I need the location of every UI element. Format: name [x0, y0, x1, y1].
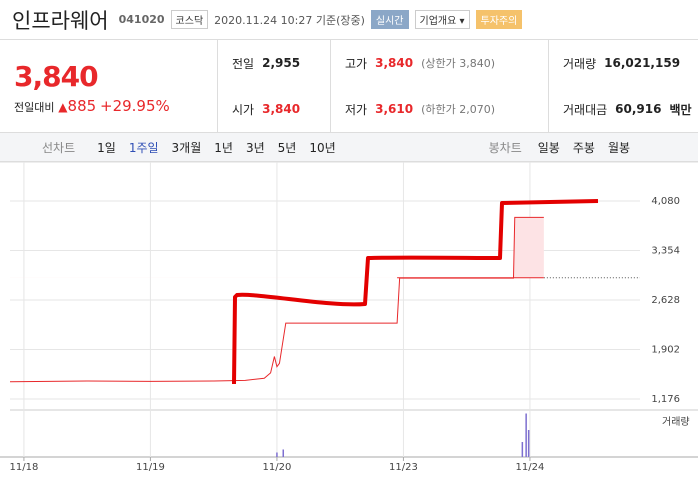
candle-tab[interactable]: 일봉	[537, 140, 560, 155]
price-panel: 3,840 전일대비 ▲885 +29.95% 전일 2,955 고가 3,840 (상…	[0, 40, 698, 133]
chart: 1,176 1,902 2,628 3,354 4,080 11/18 11/19 11/20…	[0, 161, 698, 473]
current-price: 3,840	[14, 60, 99, 93]
stat-value: 3,840	[262, 102, 301, 116]
up-arrow: ▲	[54, 100, 68, 114]
period-tab[interactable]: 3개월	[171, 140, 202, 155]
stat-label: 고가	[345, 56, 368, 71]
period-tab[interactable]: 5년	[277, 140, 297, 155]
market-badge: 코스닥	[170, 10, 209, 29]
period-tab[interactable]: 1주일	[128, 140, 159, 155]
header: 인프라웨어 041020 코스닥 2020.11.24 10:27 기준(장중)…	[0, 0, 698, 40]
stat-cell: 저가 3,610 (하한가 2,070)	[330, 86, 548, 132]
stat-note: (상한가 3,840)	[421, 57, 495, 70]
volume-bar	[521, 442, 524, 457]
stat-note: (하한가 2,070)	[421, 103, 495, 116]
volume-bar	[527, 430, 530, 457]
change-row: 전일대비 ▲885 +29.95%	[14, 97, 217, 115]
x-tick-label: 11/24	[516, 462, 545, 473]
y-tick-label: 1,176	[651, 394, 680, 405]
stat-label: 저가	[345, 102, 368, 117]
volume-label: 거래량	[662, 416, 690, 428]
period-tabs: 선차트 1일 1주일 3개월 1년 3년 5년 10년 봉차트 일봉 주봉 월봉	[0, 133, 698, 162]
x-tick-label: 11/20	[263, 462, 292, 473]
period-tab[interactable]: 3년	[245, 140, 265, 155]
annotation-stroke	[232, 199, 599, 385]
candle-tab[interactable]: 월봉	[607, 140, 631, 155]
line-chart-label: 선차트	[42, 140, 76, 155]
stat-value: 3,840	[375, 56, 414, 70]
stat-cell: 거래량 16,021,159	[548, 40, 698, 86]
timestamp: 2020.11.24 10:27 기준(장중)	[214, 13, 365, 27]
stat-label: 시가	[232, 102, 255, 117]
period-tab[interactable]: 1년	[214, 140, 233, 155]
price-box: 3,840 전일대비 ▲885 +29.95%	[0, 40, 218, 132]
stat-value: 3,610	[375, 102, 414, 116]
change: 885	[67, 97, 97, 115]
period-tab[interactable]: 10년	[309, 140, 336, 155]
change-rate: +29.95%	[100, 97, 170, 115]
stat-value: 16,021,159	[604, 56, 681, 70]
price-line	[9, 216, 544, 383]
candle-tab[interactable]: 주봉	[572, 140, 595, 155]
stat-label: 거래대금	[563, 102, 608, 117]
stats-grid: 전일 2,955 고가 3,840 (상한가 3,840) 거래량 16,021,159 시가…	[218, 40, 698, 132]
y-tick-label: 4,080	[651, 196, 680, 207]
stat-cell: 고가 3,840 (상한가 3,840)	[330, 40, 548, 86]
y-tick-label: 1,902	[651, 345, 680, 356]
realtime-badge[interactable]: 실시간	[370, 10, 409, 29]
warning-badge: 투자주의	[475, 10, 523, 29]
stat-cell: 시가 3,840	[218, 86, 330, 132]
change-label: 전일대비	[14, 101, 55, 114]
stat-label: 전일	[232, 56, 255, 71]
period-tab[interactable]: 1일	[97, 140, 116, 155]
volume-bar	[282, 449, 285, 457]
candle-chart-label: 봉차트	[488, 140, 522, 155]
stat-value: 2,955	[262, 56, 301, 70]
stat-unit: 백만	[669, 102, 692, 117]
stat-label: 거래량	[563, 56, 597, 71]
y-tick-label: 2,628	[651, 295, 680, 306]
y-tick-label: 3,354	[651, 246, 680, 257]
stat-value: 60,916	[615, 102, 662, 116]
stat-cell: 거래대금 60,916 백만	[548, 86, 698, 132]
x-tick-label: 11/18	[10, 462, 39, 473]
company-info-button[interactable]: 기업개요 ▾	[414, 10, 470, 29]
volume-bar	[276, 452, 278, 457]
x-tick-label: 11/23	[389, 462, 418, 473]
stat-cell: 전일 2,955	[218, 40, 330, 86]
stock-code: 041020	[118, 13, 165, 26]
x-tick-label: 11/19	[136, 462, 165, 473]
stock-name: 인프라웨어	[12, 8, 109, 33]
volume-bar	[525, 413, 527, 457]
